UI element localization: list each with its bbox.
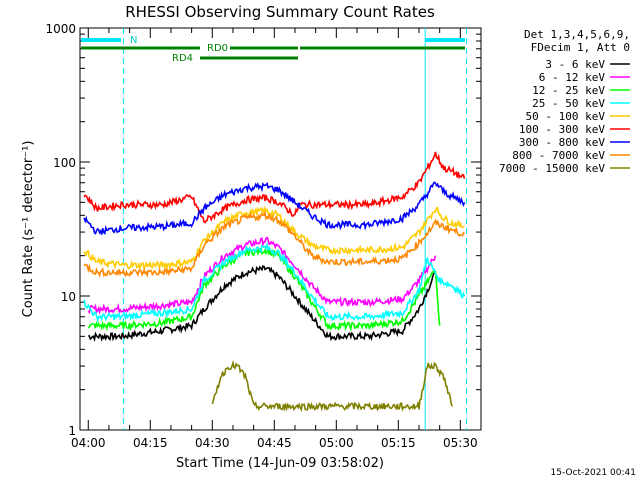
series-line-1 [87, 236, 437, 315]
chart-title: RHESSI Observing Summary Count Rates [125, 3, 435, 21]
x-tick-label: 04:00 [71, 436, 106, 450]
legend-header-line-1: Det 1,3,4,5,6,9, [524, 28, 630, 41]
legend-label: 12 - 25 keV [532, 84, 605, 97]
x-tick-label: 04:45 [257, 436, 292, 450]
series-line-4 [83, 205, 465, 272]
y-axis-label: Count Rate (s⁻¹ detector⁻¹) [21, 141, 36, 318]
series-line-5 [83, 151, 466, 224]
y-axis: 1 10 100 1000 [45, 22, 481, 438]
y-tick-label: 10 [61, 290, 76, 304]
plot-area-border [79, 27, 482, 431]
plot-frame [79, 27, 482, 431]
legend-label: 50 - 100 keV [526, 110, 606, 123]
x-tick-label: 05:00 [319, 436, 354, 450]
legend-label: 7000 - 15000 keV [499, 162, 605, 175]
x-tick-label: 05:30 [443, 436, 478, 450]
night-marker-label: N [130, 35, 137, 46]
series-line-3 [83, 241, 466, 324]
status-bars: N RD0 RD4 [81, 35, 465, 64]
series-line-0 [87, 265, 436, 343]
series-line-7 [83, 210, 466, 279]
legend-label: 6 - 12 keV [539, 71, 606, 84]
legend-label: 25 - 50 keV [532, 97, 605, 110]
legend-label: 800 - 7000 keV [512, 149, 605, 162]
x-tick-label: 05:15 [381, 436, 416, 450]
legend-label: 3 - 6 keV [545, 58, 605, 71]
series-line-8 [211, 359, 453, 413]
y-tick-label: 1000 [45, 22, 76, 36]
series-line-2 [87, 247, 441, 332]
legend-header-line-2: FDecim 1, Att 0 [531, 41, 630, 54]
legend-label: 100 - 300 keV [519, 123, 605, 136]
x-tick-label: 04:30 [195, 436, 230, 450]
legend-label: 300 - 800 keV [519, 136, 605, 149]
rd0-label: RD0 [207, 43, 228, 54]
x-tick-label: 04:15 [133, 436, 168, 450]
x-axis: 04:00 04:15 04:30 04:45 05:00 05:15 05:30 [71, 28, 478, 450]
footer-date: 15-Oct-2021 00:41 [551, 468, 636, 478]
rd4-label: RD4 [172, 53, 193, 64]
x-axis-label: Start Time (14-Jun-09 03:58:02) [176, 456, 384, 471]
y-tick-label: 1 [68, 424, 76, 438]
series-line-6 [83, 181, 466, 236]
y-tick-label: 100 [53, 156, 76, 170]
series-lines [83, 151, 466, 413]
legend: Det 1,3,4,5,6,9, FDecim 1, Att 0 3 - 6 k… [499, 28, 630, 175]
